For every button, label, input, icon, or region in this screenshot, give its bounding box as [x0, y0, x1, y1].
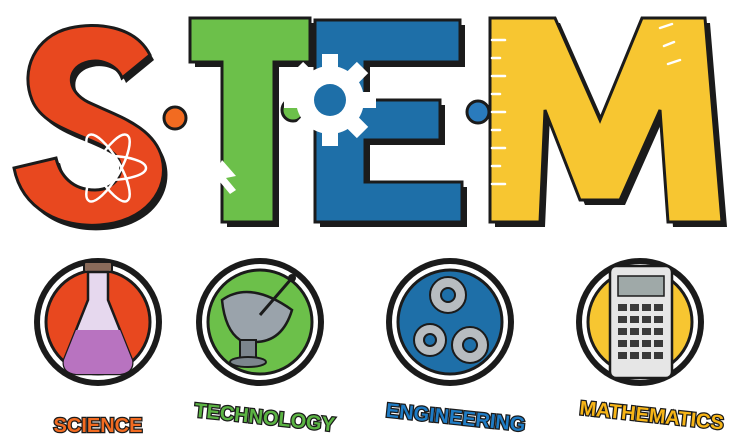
technology-badge	[196, 258, 324, 386]
gears-icon	[413, 276, 489, 364]
flask-icon	[62, 261, 134, 376]
letter-s	[12, 24, 168, 231]
gear-icon	[284, 54, 376, 146]
science-badge	[34, 258, 162, 386]
separator-dot-1	[162, 105, 188, 131]
satellite-dish-icon	[220, 274, 296, 368]
mathematics-badge	[576, 258, 704, 386]
letter-m	[488, 16, 727, 227]
separator-dot-3	[465, 99, 491, 125]
stem-logo	[12, 16, 727, 231]
letter-t	[188, 16, 315, 227]
science-label: SCIENCE	[54, 415, 143, 437]
technology-label: TECHNOLOGY	[193, 400, 336, 437]
mathematics-label: MATHEMATICS	[578, 398, 724, 435]
letter-e	[284, 18, 467, 227]
calculator-icon	[608, 264, 674, 380]
engineering-label: ENGINEERING	[385, 400, 527, 437]
cursor-arrow-icon	[208, 160, 236, 194]
ruler-icon	[490, 22, 682, 186]
engineering-badge	[386, 258, 514, 386]
